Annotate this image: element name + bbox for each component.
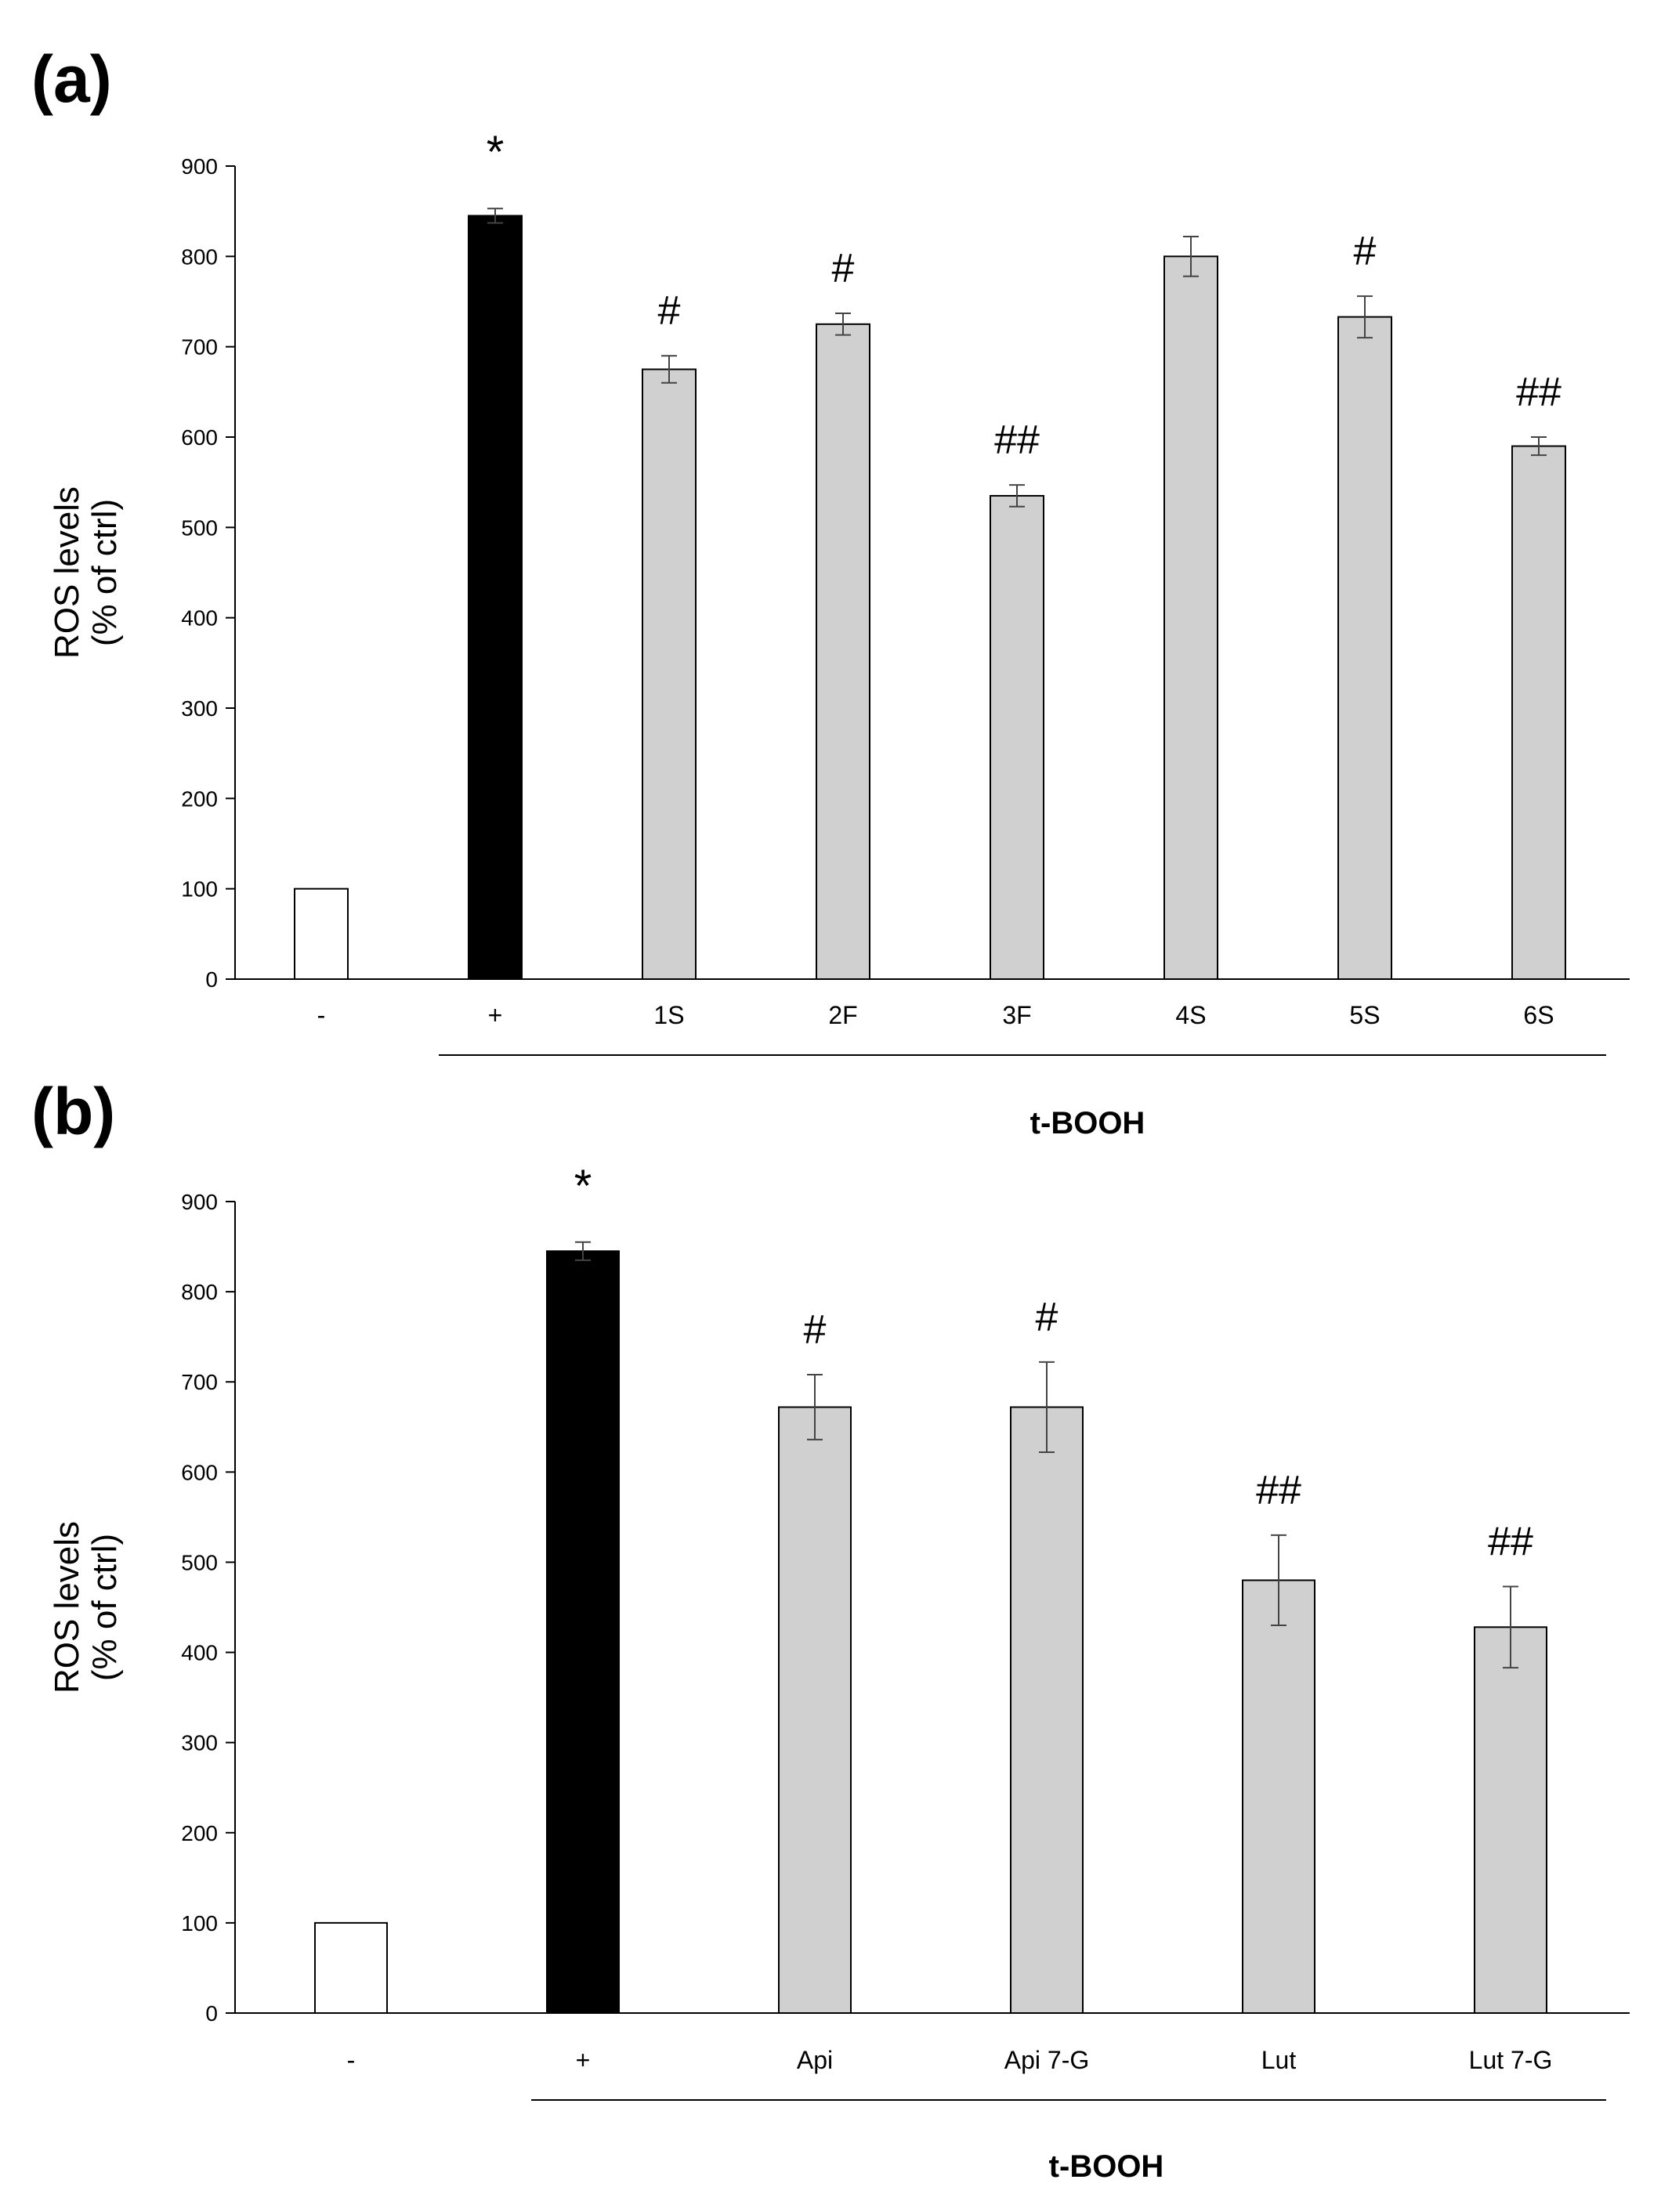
group-label: t-BOOH: [1030, 1106, 1145, 1140]
y-tick-label: 700: [181, 335, 218, 360]
significance-mark: #: [1354, 229, 1377, 274]
significance-mark: #: [804, 1307, 827, 1353]
category-label: -: [347, 2046, 356, 2074]
y-tick-label: 200: [181, 1821, 218, 1845]
panel-label: (a): [31, 42, 112, 116]
significance-mark: ##: [1516, 370, 1561, 415]
category-label: Lut 7-G: [1469, 2046, 1553, 2074]
y-tick-label: 100: [181, 877, 218, 902]
category-label: 5S: [1349, 1001, 1380, 1029]
y-tick-label: 800: [181, 244, 218, 269]
y-tick-label: 0: [205, 2001, 218, 2026]
y-tick-label: 400: [181, 606, 218, 631]
category-label: 6S: [1523, 1001, 1554, 1029]
chart-panel-b: (b) ROS levels(% of ctrl) 0 100 200 300 400 500…: [31, 1075, 1630, 2184]
chart-panel-a: (a) ROS levels(% of ctrl) 0 100 200 300 400 500…: [31, 42, 1630, 1140]
y-tick-label: 900: [181, 1190, 218, 1214]
bar-treatment: [642, 368, 697, 980]
category-label: 4S: [1175, 1001, 1206, 1029]
bar-positive: [546, 1250, 620, 2015]
category-label: -: [317, 1001, 326, 1029]
significance-mark: ##: [1256, 1468, 1301, 1513]
y-tick-label: 100: [181, 1911, 218, 1936]
panel-label: (b): [31, 1075, 115, 1148]
y-tick-label: 300: [181, 1731, 218, 1755]
bar-positive: [468, 215, 523, 980]
bar-control: [294, 887, 349, 980]
bar-treatment: [1474, 1626, 1547, 2015]
significance-mark: *: [487, 127, 505, 178]
group-label: t-BOOH: [1049, 2149, 1164, 2184]
y-axis-title-line1: ROS levels: [48, 486, 86, 659]
y-tick-label: 200: [181, 786, 218, 811]
bar-treatment: [990, 494, 1044, 980]
y-tick-label: 0: [205, 967, 218, 992]
y-tick-label: 300: [181, 696, 218, 721]
y-axis-title-line1: ROS levels: [48, 1521, 86, 1693]
y-tick-label: 400: [181, 1641, 218, 1665]
category-label: Api 7-G: [1004, 2046, 1089, 2074]
category-label: 1S: [653, 1001, 684, 1029]
significance-mark: #: [1036, 1295, 1058, 1340]
y-axis-title-line2: (% of ctrl): [85, 499, 124, 646]
y-tick-label: 600: [181, 425, 218, 450]
category-label: Lut: [1261, 2046, 1297, 2074]
y-tick-label: 900: [181, 154, 218, 179]
significance-mark: ##: [1488, 1520, 1533, 1565]
bar-treatment: [1511, 445, 1566, 980]
significance-mark: ##: [994, 417, 1040, 463]
y-axis-title-line2: (% of ctrl): [85, 1534, 124, 1681]
y-tick-label: 500: [181, 515, 218, 540]
bar-treatment: [778, 1406, 852, 2015]
y-tick-label: 600: [181, 1460, 218, 1484]
y-tick-label: 700: [181, 1370, 218, 1394]
bar-control: [314, 1921, 388, 2015]
category-label: Api: [797, 2046, 833, 2074]
significance-mark: #: [832, 246, 855, 291]
bar-treatment: [816, 323, 870, 981]
bar-treatment: [1163, 255, 1218, 981]
category-label: +: [576, 2046, 591, 2074]
bar-treatment: [1242, 1579, 1315, 2014]
significance-mark: #: [658, 288, 681, 334]
y-tick-label: 500: [181, 1550, 218, 1574]
category-label: 2F: [828, 1001, 857, 1029]
y-tick-label: 800: [181, 1280, 218, 1304]
y-axis-title: ROS levels(% of ctrl): [48, 1521, 124, 1693]
bar-treatment: [1010, 1406, 1084, 2015]
bar-treatment: [1337, 316, 1392, 980]
category-label: 3F: [1002, 1001, 1031, 1029]
y-axis-title: ROS levels(% of ctrl): [48, 486, 124, 659]
category-label: +: [488, 1001, 503, 1029]
significance-mark: *: [574, 1161, 592, 1212]
